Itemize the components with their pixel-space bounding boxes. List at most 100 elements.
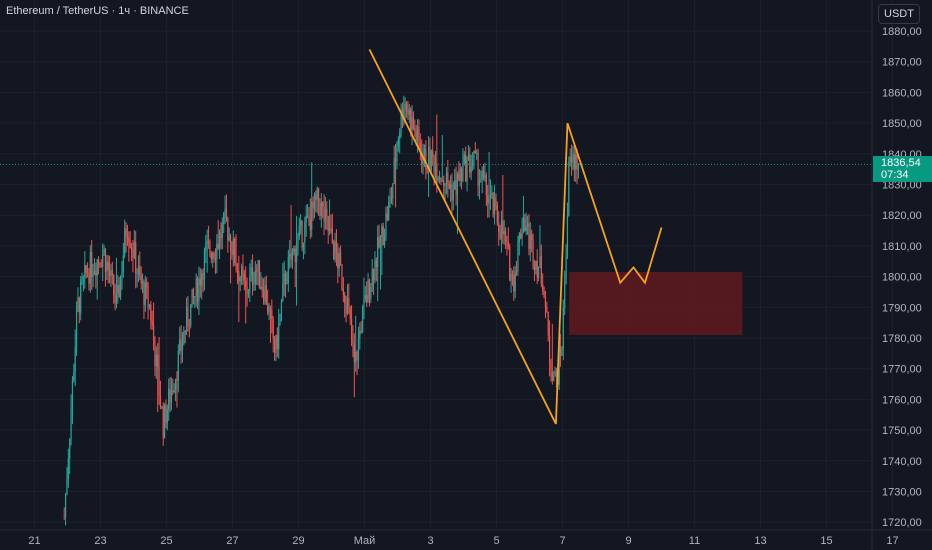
currency-button[interactable]: USDT <box>878 4 920 24</box>
candle-body <box>326 208 328 217</box>
candle-body <box>89 252 91 284</box>
candle-body <box>104 248 107 272</box>
candle-body <box>128 237 130 243</box>
candle-body <box>122 255 124 273</box>
candle-body <box>478 180 481 186</box>
x-tick-label: 11 <box>689 535 700 547</box>
y-tick-label: 1750,00 <box>882 425 922 437</box>
candle-body <box>421 152 423 164</box>
candle-body <box>78 297 80 313</box>
candle-body <box>350 318 353 340</box>
candle-body <box>286 283 288 285</box>
y-tick-label: 1730,00 <box>882 487 922 499</box>
candle-body <box>482 170 485 179</box>
candle-body <box>558 346 560 385</box>
candle-body <box>113 274 115 296</box>
candle-body <box>232 238 234 255</box>
candle-body <box>203 250 206 280</box>
grid <box>0 0 893 530</box>
y-tick-label: 1810,00 <box>882 241 922 253</box>
y-axis[interactable]: 1880,001870,001860,001850,001840,001830,… <box>871 0 922 550</box>
candle-body <box>370 286 372 299</box>
candle-body <box>305 215 307 222</box>
candle-body <box>572 154 574 163</box>
candle-body <box>71 380 74 410</box>
symbol-title[interactable]: Ethereum / TetherUS · 1ч · BINANCE <box>6 5 189 17</box>
candle-body <box>185 307 188 332</box>
candle-body <box>221 223 223 239</box>
candle-body <box>220 232 222 239</box>
x-axis[interactable]: 21 23 25 27 29 Май 3 5 7 9 11 13 15 17 <box>0 529 932 547</box>
candle-body <box>133 242 135 258</box>
candle-body <box>498 223 500 232</box>
candle-body <box>432 150 434 157</box>
candle-body <box>434 163 437 173</box>
candle-body <box>278 323 280 350</box>
candle-body <box>407 110 409 115</box>
candle-body <box>536 260 538 279</box>
candle-body <box>249 275 251 292</box>
candle-body <box>119 275 122 298</box>
candle-body <box>118 285 120 298</box>
zone-layer <box>569 271 743 335</box>
x-tick-label: 13 <box>754 535 766 547</box>
candle-body <box>258 260 261 289</box>
candle-body <box>293 248 295 252</box>
candle-body <box>532 239 534 268</box>
candle-body <box>107 261 109 270</box>
candle-body <box>254 270 256 284</box>
zigzag-pattern-line[interactable] <box>368 49 663 425</box>
candle-body <box>441 180 443 182</box>
candle-body <box>152 325 155 341</box>
candle-body <box>177 350 179 381</box>
candle-body <box>264 285 266 302</box>
candle-body <box>561 349 563 356</box>
candle-body <box>195 278 197 297</box>
candle-body <box>495 197 497 206</box>
candle-body <box>99 262 101 267</box>
candle-body <box>140 275 142 284</box>
candle-body <box>110 270 112 277</box>
candle-body <box>496 205 498 224</box>
candle-body <box>526 223 529 228</box>
candle-body <box>100 266 102 268</box>
candle-body <box>548 335 551 362</box>
candle-body <box>577 164 580 170</box>
candle-body <box>271 309 273 320</box>
candle-body <box>518 233 520 243</box>
candle-body <box>423 148 426 159</box>
candle-body <box>454 179 456 190</box>
candle-body <box>443 180 445 186</box>
candle-body <box>531 234 533 240</box>
candle-body <box>463 154 465 164</box>
candle-body <box>194 296 196 298</box>
candle-body <box>477 152 479 186</box>
candle-body <box>70 409 72 440</box>
x-tick-label: 23 <box>94 535 106 547</box>
target-zone[interactable] <box>569 271 743 335</box>
candle-body <box>192 289 195 298</box>
candle-body <box>210 253 212 260</box>
candle-body <box>201 273 203 286</box>
candle-body <box>404 103 406 109</box>
candle-body <box>396 146 398 162</box>
candle-body <box>408 109 410 115</box>
candle-body <box>546 307 548 313</box>
candle-body <box>80 281 82 313</box>
candle-body <box>297 236 299 251</box>
candle-body <box>64 494 67 517</box>
candle-body <box>411 117 413 131</box>
candle-body <box>554 371 556 377</box>
candle-body <box>344 294 346 304</box>
candle-body <box>385 213 387 237</box>
candle-body <box>568 162 570 216</box>
candle-body <box>184 331 186 333</box>
candle-body <box>115 293 118 303</box>
candle-body <box>542 283 544 291</box>
candle-body <box>126 236 129 238</box>
candle-body <box>425 148 427 170</box>
candle-body <box>334 240 336 260</box>
candle-body <box>566 215 569 256</box>
